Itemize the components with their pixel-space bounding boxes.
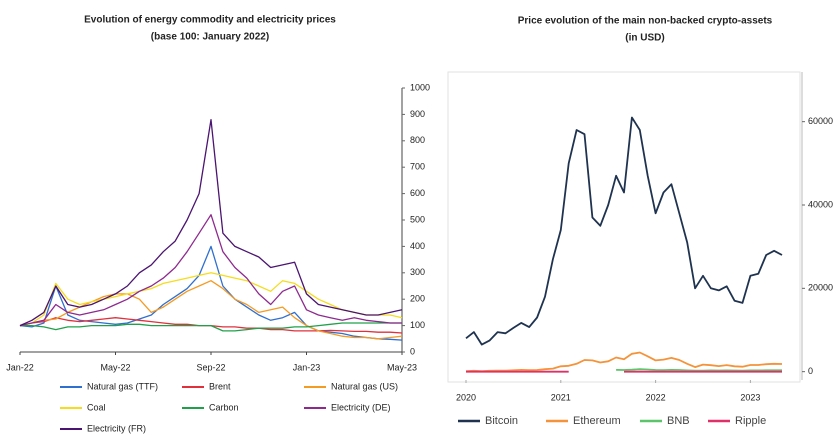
legend-label: Brent xyxy=(209,381,231,391)
y-tick-label: 100 xyxy=(410,320,425,330)
chart-title: Evolution of energy commodity and electr… xyxy=(84,15,336,26)
series-line xyxy=(20,322,402,332)
x-tick-label: 2023 xyxy=(740,392,760,402)
y-tick-label: 500 xyxy=(410,214,425,224)
x-tick-label: Jan-22 xyxy=(6,362,34,372)
series-line xyxy=(19,214,402,327)
chart-subtitle: (base 100: January 2022) xyxy=(151,32,269,43)
x-tick-label: May-22 xyxy=(100,362,130,372)
x-tick-label: May-23 xyxy=(387,362,417,372)
series-line xyxy=(465,351,783,372)
plot-frame xyxy=(447,71,801,383)
y-tick-label: 600 xyxy=(410,188,425,198)
legend-label: Bitcoin xyxy=(485,415,518,427)
legend-label: BNB xyxy=(667,415,690,427)
legend-label: Coal xyxy=(87,402,106,412)
series-line xyxy=(465,116,783,346)
y-tick-label: 0 xyxy=(808,366,813,376)
y-tick-label: 900 xyxy=(410,109,425,119)
chart-title: Price evolution of the main non-backed c… xyxy=(518,16,773,27)
legend-label: Ethereum xyxy=(573,415,621,427)
y-tick-label: 700 xyxy=(410,162,425,172)
legend-label: Ripple xyxy=(735,415,766,427)
legend-label: Electricity (DE) xyxy=(331,402,391,412)
legend-label: Electricity (FR) xyxy=(87,423,146,433)
series-line xyxy=(19,272,403,327)
x-tick-label: Jan-23 xyxy=(293,362,321,372)
y-tick-label: 40000 xyxy=(808,199,833,209)
y-tick-label: 20000 xyxy=(808,283,833,293)
series-line xyxy=(19,280,403,340)
x-tick-label: Sep-22 xyxy=(196,362,225,372)
legend-label: Natural gas (TTF) xyxy=(87,381,158,391)
series-line xyxy=(19,119,403,327)
y-tick-label: 300 xyxy=(410,267,425,277)
y-tick-label: 0 xyxy=(410,346,415,356)
y-tick-label: 60000 xyxy=(808,116,833,126)
legend-label: Natural gas (US) xyxy=(331,381,398,391)
y-tick-label: 200 xyxy=(410,294,425,304)
legend-label: Carbon xyxy=(209,402,239,412)
y-tick-label: 400 xyxy=(410,241,425,251)
x-tick-label: 2020 xyxy=(456,392,476,402)
x-tick-label: 2021 xyxy=(551,392,571,402)
x-tick-label: 2022 xyxy=(646,392,666,402)
y-tick-label: 1000 xyxy=(410,82,430,92)
chart-subtitle: (in USD) xyxy=(625,33,664,44)
y-tick-label: 800 xyxy=(410,135,425,145)
series-line xyxy=(616,368,782,372)
